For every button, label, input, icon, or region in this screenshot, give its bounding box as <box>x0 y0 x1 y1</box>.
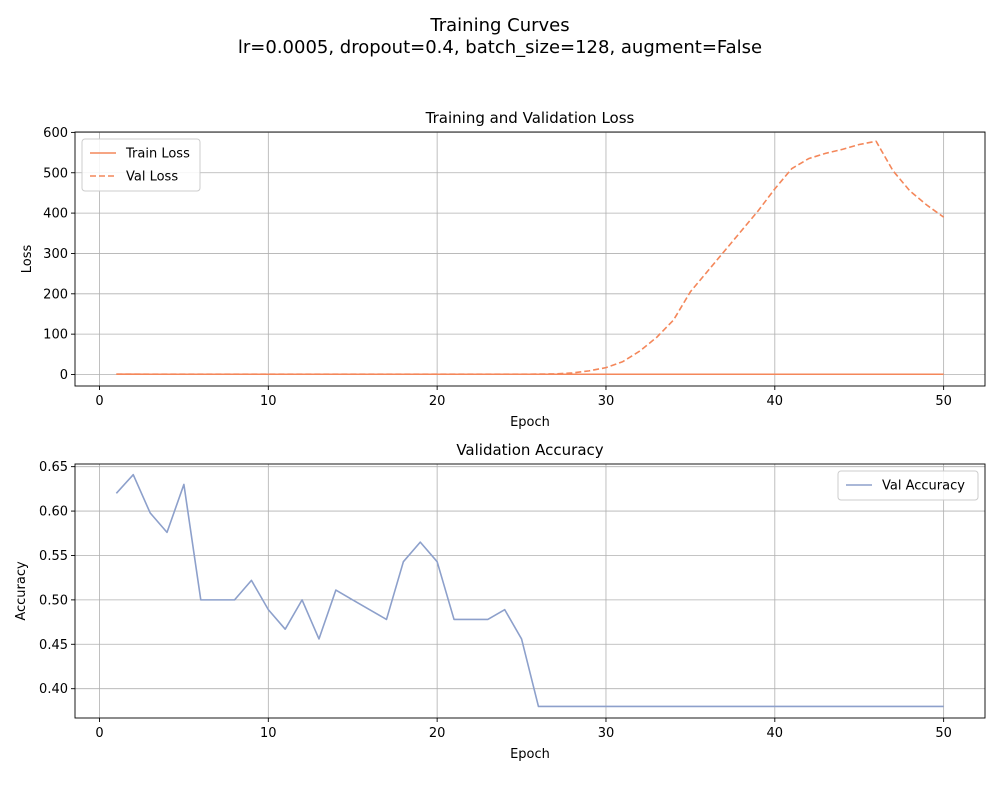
chart1-series-val-accuracy <box>115 473 944 708</box>
chart0-y-tick-label-2: 200 <box>43 287 68 302</box>
chart0-y-tick-label-6: 600 <box>43 126 68 141</box>
chart1-x-tick-label-0: 0 <box>95 726 103 741</box>
chart1-y-tick-label-4: 0.60 <box>39 505 68 520</box>
chart1-y-tick-label-1: 0.45 <box>39 638 68 653</box>
figure-title: Training Curves <box>429 15 569 36</box>
chart1-y-tick-label-0: 0.40 <box>39 682 68 697</box>
chart0-y-tick-label-5: 500 <box>43 166 68 181</box>
chart1-x-tick-label-3: 30 <box>598 726 615 741</box>
chart1-x-axis-label: Epoch <box>510 747 550 762</box>
chart0-y-tick-label-0: 0 <box>60 368 68 383</box>
chart0-series-val-loss <box>116 140 945 376</box>
chart0-legend-label-1: Val Loss <box>126 170 178 185</box>
chart0-x-tick-label-4: 40 <box>767 394 784 409</box>
chart0-x-tick-label-3: 30 <box>598 394 615 409</box>
chart0-x-tick-label-5: 50 <box>935 394 952 409</box>
chart0-x-tick-label-2: 20 <box>429 394 446 409</box>
chart0-y-tick-label-4: 400 <box>43 207 68 222</box>
chart0-y-tick-label-1: 100 <box>43 328 68 343</box>
chart1-x-tick-label-5: 50 <box>935 726 952 741</box>
chart1-y-tick-label-2: 0.50 <box>39 593 68 608</box>
chart0-x-tick-label-1: 10 <box>260 394 277 409</box>
chart1-x-tick-label-2: 20 <box>429 726 446 741</box>
accuracy-chart: 0 10 20 30 40 50 0.40 0.45 0.50 0.55 0.60 0.65 Valid… <box>14 441 986 762</box>
figure-subtitle: lr=0.0005, dropout=0.4, batch_size=128, … <box>238 37 762 58</box>
chart1-legend-box <box>837 470 979 501</box>
chart1-legend-label-0: Val Accuracy <box>882 479 965 494</box>
chart1-y-axis-label: Accuracy <box>14 561 29 621</box>
chart1-title: Validation Accuracy <box>456 441 603 459</box>
chart1-axes-frame <box>74 463 986 719</box>
chart0-x-axis-label: Epoch <box>510 415 550 430</box>
chart1-y-tick-label-5: 0.65 <box>39 460 68 475</box>
chart0-legend: Train Loss Val Loss <box>81 138 201 192</box>
chart0-legend-box <box>81 138 201 192</box>
chart1-legend: Val Accuracy <box>837 470 979 501</box>
chart0-x-tick-label-0: 0 <box>95 394 103 409</box>
chart0-title: Training and Validation Loss <box>425 109 635 127</box>
chart1-x-tick-label-1: 10 <box>260 726 277 741</box>
chart0-legend-label-0: Train Loss <box>125 147 190 162</box>
chart1-x-tick-label-4: 40 <box>767 726 784 741</box>
chart1-y-tick-label-3: 0.55 <box>39 549 68 564</box>
chart0-y-axis-label: Loss <box>20 245 35 274</box>
chart0-y-tick-label-3: 300 <box>43 247 68 262</box>
chart0-axes-frame <box>74 131 986 387</box>
